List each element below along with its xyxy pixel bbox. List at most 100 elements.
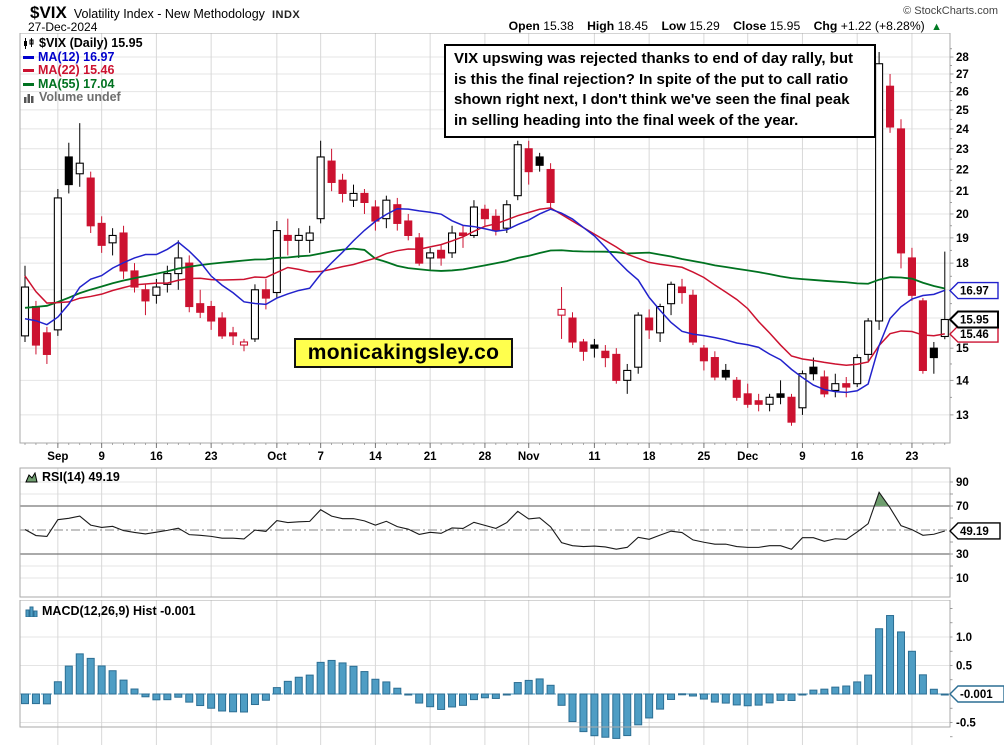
axis-callout [949, 685, 1004, 703]
macd-panel-canvas: 1.0 0.5 -0.5 -0.001 [19, 600, 1004, 745]
ma55-line [24, 247, 945, 309]
macd-bar [535, 678, 544, 695]
macd-bar [415, 693, 424, 704]
candle-body [152, 286, 161, 296]
candle-body [218, 317, 227, 337]
macd-bar [305, 674, 314, 695]
rsi-label-text: RSI(14) 49.19 [42, 470, 120, 484]
symbol-name: Volatility Index - New Methodology [73, 7, 265, 21]
candle-body [283, 234, 292, 241]
candle-body [590, 344, 599, 349]
svg-text:26: 26 [956, 87, 969, 99]
svg-text:Dec: Dec [737, 451, 759, 463]
svg-text:22: 22 [956, 165, 969, 177]
svg-text:14: 14 [369, 451, 382, 463]
candle-body [250, 289, 259, 340]
legend-volume: Volume undef [39, 90, 121, 104]
legend-ma22: MA(22) 15.46 [38, 63, 115, 77]
macd-bar [940, 693, 949, 696]
candle-body [239, 341, 249, 346]
macd-bars-icon [25, 606, 38, 617]
candle-body [447, 232, 457, 254]
macd-bar [360, 671, 369, 695]
macd-bar [776, 693, 785, 701]
open-value: 15.38 [543, 19, 574, 33]
chg-value: +1.22 (+8.28%) [840, 19, 925, 33]
candle-body [426, 252, 435, 259]
macd-bar [480, 693, 489, 699]
macd-bar [240, 693, 248, 713]
macd-label-text: MACD(12,26,9) Hist -0.001 [42, 604, 196, 618]
macd-bar [152, 693, 161, 701]
macd-bar [809, 689, 818, 695]
macd-bar [382, 681, 391, 695]
macd-bar [907, 650, 916, 695]
change-up-arrow-icon: ▲ [931, 21, 942, 33]
macd-bar [327, 659, 336, 695]
svg-text:15.95: 15.95 [960, 315, 989, 327]
svg-text:1.0: 1.0 [956, 632, 972, 644]
macd-bar [929, 688, 938, 695]
svg-text:19: 19 [956, 233, 969, 245]
macd-bar [853, 681, 862, 695]
macd-bar [130, 688, 139, 695]
candle-body [75, 162, 84, 175]
candle-body [885, 85, 895, 128]
candle-body [305, 232, 314, 241]
candle-body [929, 347, 938, 359]
macd-bar [250, 693, 259, 706]
candle-body [907, 257, 917, 296]
candle-body [97, 222, 106, 246]
macd-bar [437, 693, 446, 710]
macd-bar [174, 693, 183, 698]
macd-bar [842, 685, 851, 695]
macd-bar [886, 615, 895, 695]
candle-body [688, 294, 698, 343]
candle-body [656, 305, 665, 334]
high-label: High [587, 19, 615, 33]
ma22-dash-icon [23, 69, 34, 73]
candle-body [798, 373, 807, 409]
candle-body [327, 160, 336, 183]
axis-callout [949, 281, 999, 300]
rsi-grid [20, 468, 950, 597]
candle-body [809, 366, 818, 375]
candle-body [645, 317, 654, 331]
macd-bar [590, 693, 599, 737]
candle-body [732, 379, 741, 398]
high-value: 18.45 [617, 19, 649, 33]
candle-body [31, 305, 41, 346]
svg-text:7: 7 [317, 451, 323, 463]
open-label: Open [508, 19, 540, 33]
macd-axis-right: 1.0 0.5 -0.5 [949, 600, 976, 738]
candle-body [437, 249, 446, 259]
macd-bar [502, 693, 511, 696]
macd-bar [163, 693, 172, 701]
macd-bar [283, 680, 292, 695]
macd-bar [404, 693, 413, 696]
macd-bar [31, 693, 40, 705]
macd-bar [579, 693, 588, 733]
svg-text:15: 15 [956, 343, 969, 355]
rsi-area-icon [25, 471, 38, 482]
macd-bar [601, 693, 610, 738]
macd-bar [568, 693, 577, 723]
watermark-badge: monicakingsley.co [294, 338, 513, 368]
candle-body [294, 234, 303, 241]
svg-text:9: 9 [799, 451, 805, 463]
macd-bar [185, 693, 194, 703]
macd-bar [831, 686, 840, 695]
candle-body [229, 332, 238, 337]
macd-bar [459, 693, 467, 706]
macd-bar [667, 693, 676, 700]
candle-body [896, 128, 906, 254]
macd-bar [272, 687, 281, 695]
svg-text:16: 16 [851, 451, 864, 463]
chart-header: $VIX Volatility Index - New Methodology … [30, 3, 300, 23]
candle-body [677, 286, 687, 294]
macd-legend: MACD(12,26,9) Hist -0.001 [25, 604, 196, 618]
macd-bar [207, 693, 216, 709]
macd-bar [754, 693, 763, 706]
svg-text:11: 11 [588, 451, 601, 463]
